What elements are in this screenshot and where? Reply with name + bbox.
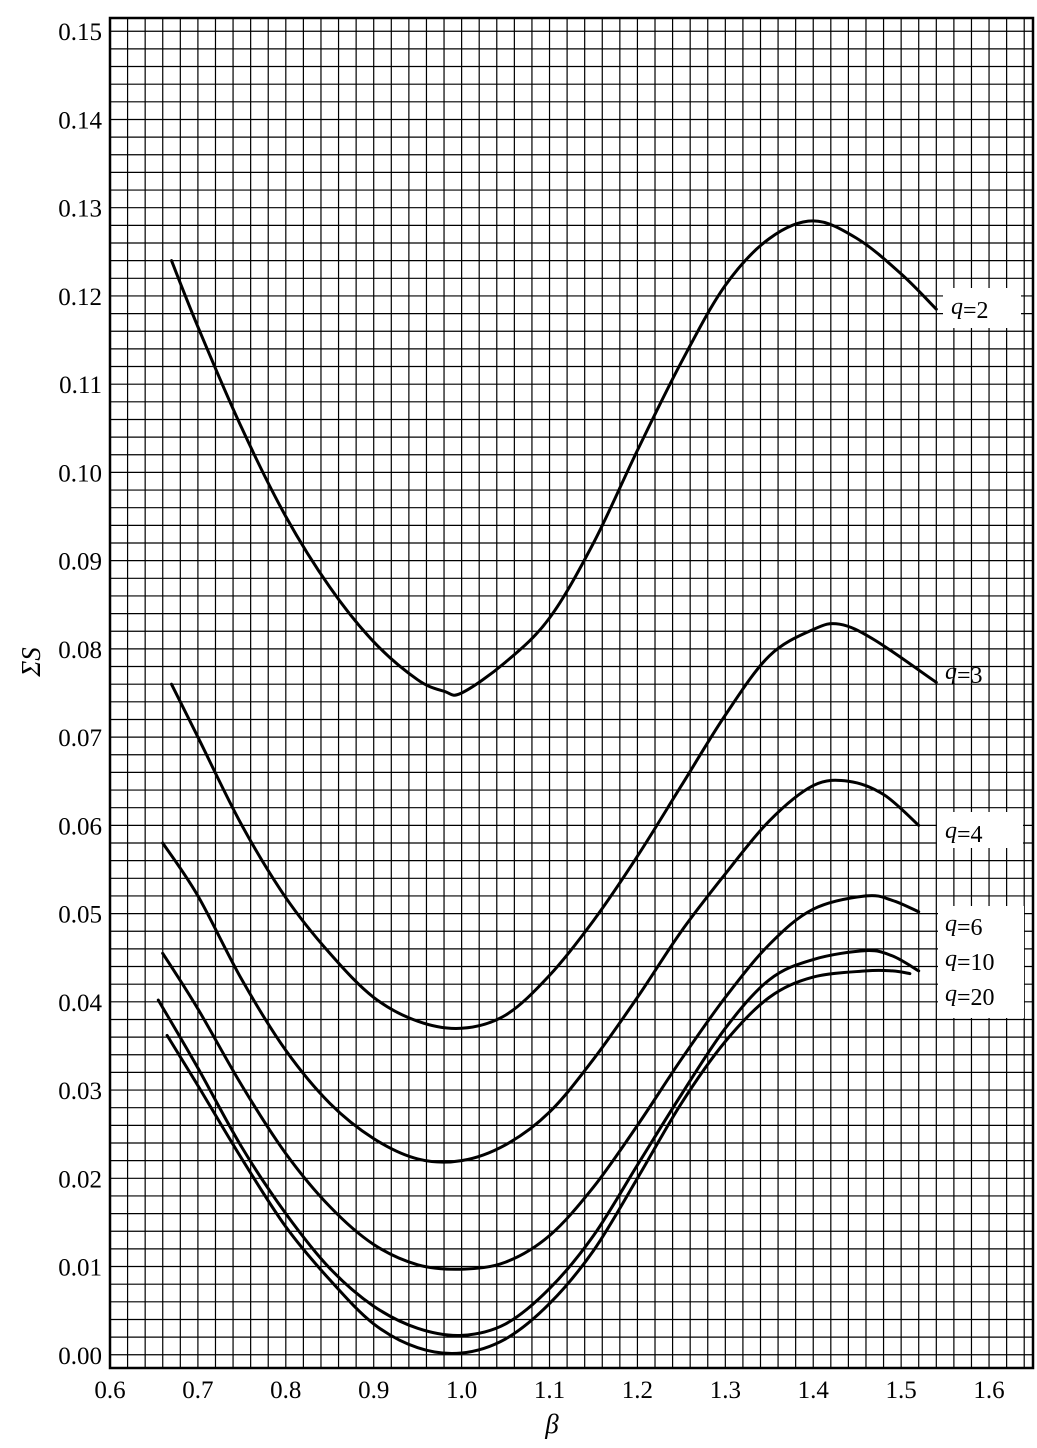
y-tick-label: 0.13 xyxy=(58,196,102,223)
x-tick-label: 0.7 xyxy=(182,1377,213,1404)
series-line xyxy=(165,968,912,1355)
x-tick-label: 0.9 xyxy=(358,1377,389,1404)
series-labels: q=2 q=3 q=4 q=6 q=10 q=20 xyxy=(937,288,1024,1018)
x-tick-label: 1.6 xyxy=(973,1377,1004,1404)
x-axis-ticks: 0.6 0.7 0.8 0.9 1.0 1.1 1.2 1.3 1.4 1.5 1.6 xyxy=(94,1377,1004,1404)
x-tick-label: 1.0 xyxy=(446,1377,477,1404)
series-label: q=2 xyxy=(951,294,989,324)
y-axis-ticks: 0.00 0.01 0.02 0.03 0.04 0.05 0.06 0.07 0.08 0.09… xyxy=(58,19,102,1370)
series-label: q=20 xyxy=(945,981,995,1011)
y-tick-label: 0.00 xyxy=(58,1343,102,1370)
x-tick-label: 1.2 xyxy=(622,1377,653,1404)
x-tick-label: 1.3 xyxy=(710,1377,741,1404)
plot-frame xyxy=(108,16,1035,1370)
y-tick-label: 0.01 xyxy=(58,1255,102,1282)
y-tick-label: 0.05 xyxy=(58,902,102,929)
x-tick-label: 1.4 xyxy=(798,1377,830,1404)
series-label-background xyxy=(943,288,1021,328)
curves xyxy=(156,219,938,1355)
series-line xyxy=(170,219,938,697)
series-label-background xyxy=(937,812,1023,848)
y-tick-label: 0.11 xyxy=(59,372,102,399)
series-label-background xyxy=(938,906,1024,1018)
y-tick-label: 0.10 xyxy=(58,460,102,487)
y-tick-label: 0.15 xyxy=(58,19,102,46)
x-axis-label: β xyxy=(544,1409,559,1439)
x-tick-label: 0.6 xyxy=(94,1377,125,1404)
y-tick-label: 0.07 xyxy=(58,725,102,752)
grid xyxy=(109,18,1033,1368)
series-label: q=10 xyxy=(945,946,995,976)
y-tick-label: 0.03 xyxy=(58,1078,102,1105)
series-line xyxy=(161,778,921,1164)
x-tick-label: 1.5 xyxy=(886,1377,917,1404)
y-tick-label: 0.06 xyxy=(58,813,102,840)
series-line xyxy=(170,622,938,1030)
x-tick-label: 1.1 xyxy=(534,1377,565,1404)
series-line xyxy=(156,949,921,1337)
y-tick-label: 0.14 xyxy=(58,107,102,134)
y-axis-label: ΣS xyxy=(16,647,46,678)
y-tick-label: 0.04 xyxy=(58,990,102,1017)
x-tick-label: 0.8 xyxy=(270,1377,301,1404)
y-tick-label: 0.09 xyxy=(58,549,102,576)
y-tick-label: 0.02 xyxy=(58,1166,102,1193)
series-line xyxy=(161,894,921,1271)
y-tick-label: 0.08 xyxy=(58,637,102,664)
series-label: q=4 xyxy=(945,818,983,848)
y-tick-label: 0.12 xyxy=(58,284,102,311)
series-label: q=3 xyxy=(945,659,983,689)
series-label: q=6 xyxy=(945,911,983,941)
